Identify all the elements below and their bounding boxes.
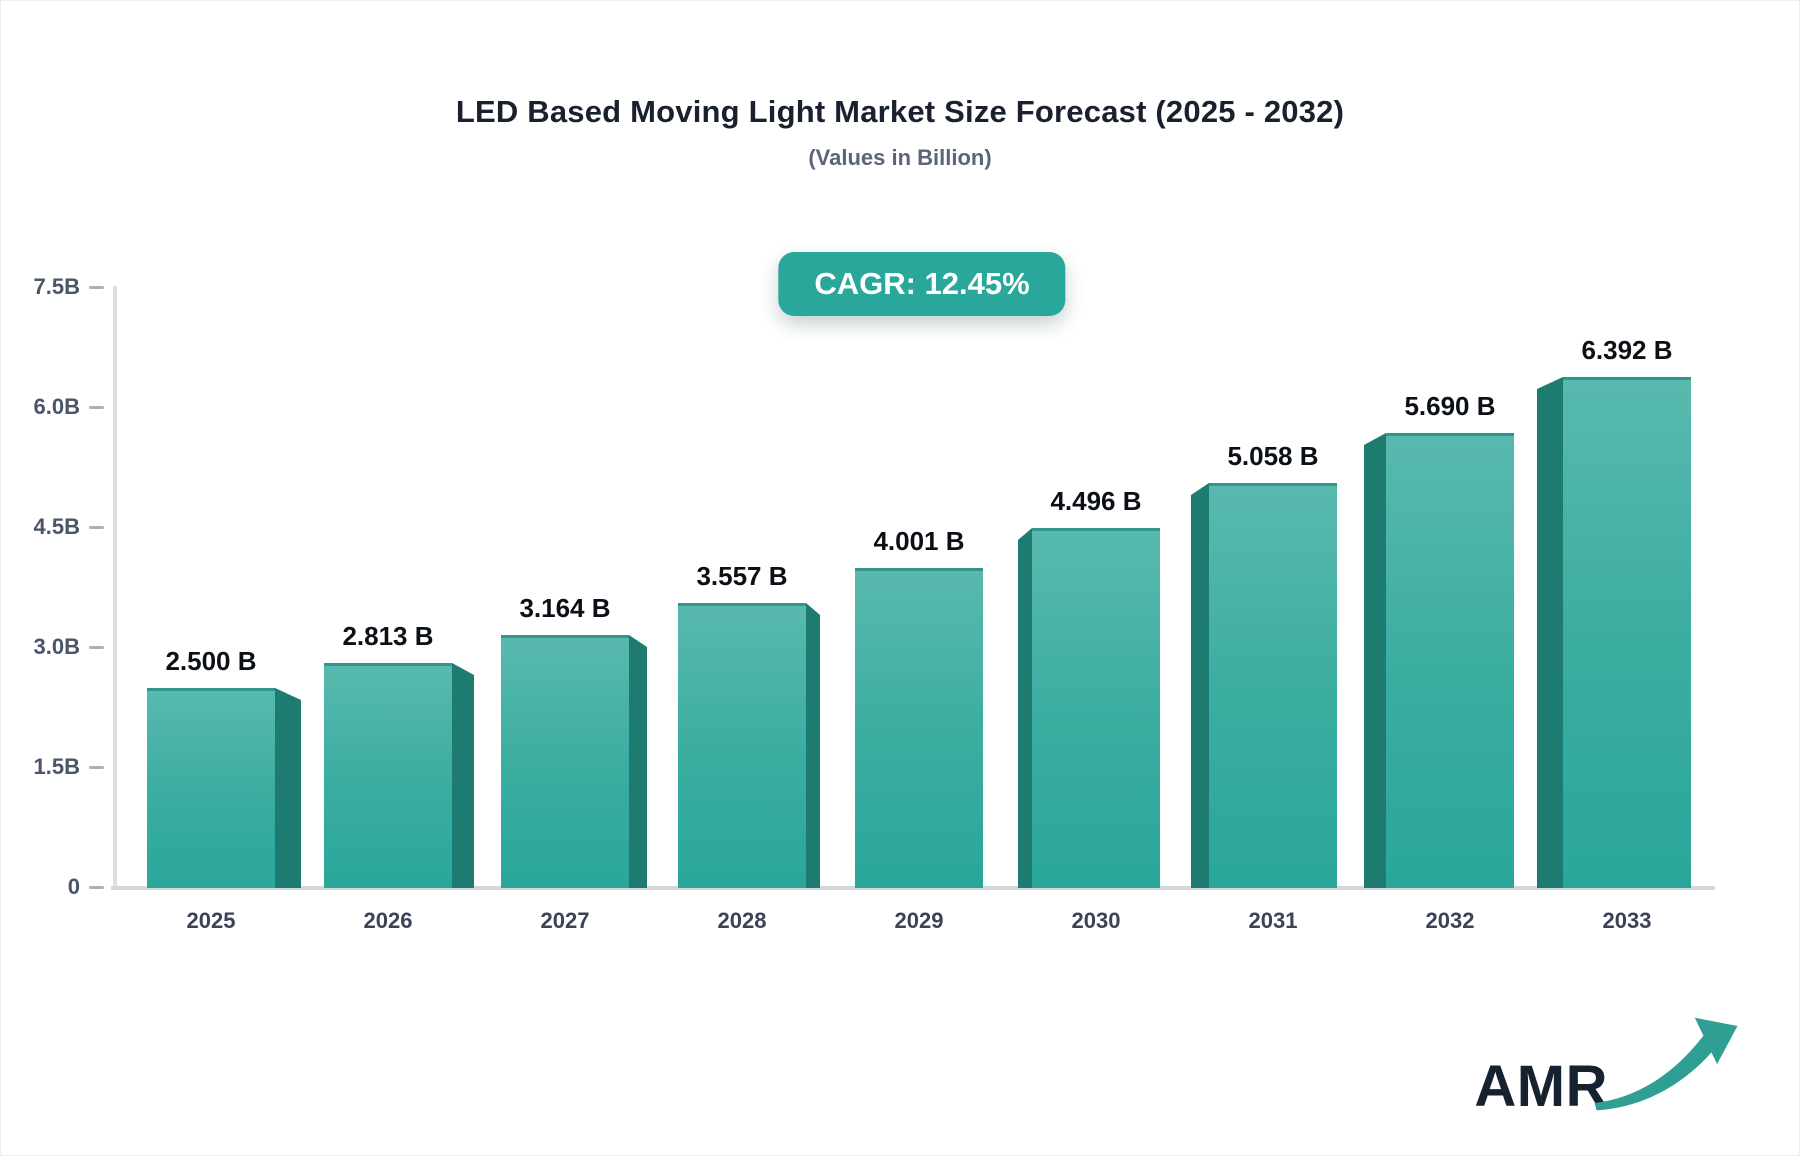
y-axis-tick-label: 6.0B	[33, 394, 80, 419]
y-axis-line	[113, 286, 117, 890]
y-axis-tick-mark	[89, 406, 104, 409]
x-axis-year-label: 2031	[1248, 908, 1298, 933]
y-axis-tick-label: 0	[67, 874, 80, 899]
bar	[678, 603, 806, 888]
page-subtitle: (Values in Billion)	[808, 145, 992, 170]
y-axis-tick-mark	[89, 286, 104, 289]
growth-arrow-icon	[1594, 1017, 1738, 1111]
x-axis-year-label: 2029	[894, 908, 944, 933]
bar-side-face	[629, 635, 647, 888]
bar-value-label: 2.500 B	[165, 646, 257, 676]
x-axis-year-label: 2032	[1425, 908, 1475, 933]
bar-value-label: 6.392 B	[1581, 335, 1673, 365]
bar	[1209, 483, 1337, 888]
y-axis-tick-label: 1.5B	[33, 754, 80, 779]
bar-side-face	[1364, 433, 1386, 888]
y-axis-tick-label: 7.5B	[33, 274, 80, 299]
amr-logo: AMR	[1474, 1014, 1742, 1116]
bar	[501, 635, 629, 888]
y-axis-tick-mark	[89, 526, 104, 529]
y-axis-tick-mark	[89, 886, 104, 889]
bar	[324, 663, 452, 888]
bar-side-face	[452, 663, 474, 888]
bar-value-label: 3.164 B	[519, 593, 611, 623]
x-axis-line	[111, 886, 1715, 890]
page-title: LED Based Moving Light Market Size Forec…	[455, 94, 1345, 129]
bar-side-face	[1191, 483, 1209, 888]
y-axis-tick-label: 4.5B	[33, 514, 80, 539]
bar-side-face	[806, 603, 820, 888]
bar-side-face	[1537, 377, 1563, 888]
bar	[147, 688, 275, 888]
bar	[855, 568, 983, 888]
x-axis-year-label: 2027	[540, 908, 590, 933]
bar-side-face	[1018, 528, 1032, 888]
bar-value-label: 4.496 B	[1050, 486, 1142, 516]
bar-value-label: 3.557 B	[696, 561, 788, 591]
x-axis-year-label: 2033	[1602, 908, 1652, 933]
bar	[1386, 433, 1514, 888]
amr-logo-text: AMR	[1474, 1054, 1608, 1119]
bar-value-label: 4.001 B	[873, 526, 965, 556]
bar	[1032, 528, 1160, 888]
bar-value-label: 2.813 B	[342, 621, 434, 651]
x-axis-year-label: 2030	[1071, 908, 1121, 933]
bar-side-face	[275, 688, 301, 888]
bar-value-label: 5.058 B	[1227, 441, 1319, 471]
x-axis-year-label: 2025	[186, 908, 236, 933]
bar	[1563, 377, 1691, 888]
chart-header: LED Based Moving Light Market Size Forec…	[90, 0, 1710, 171]
bar-value-label: 5.690 B	[1404, 391, 1496, 421]
cagr-badge: CAGR: 12.45%	[778, 252, 1066, 316]
x-axis-year-label: 2028	[717, 908, 767, 933]
y-axis-tick-mark	[89, 646, 104, 649]
y-axis-tick-label: 3.0B	[33, 634, 80, 659]
x-axis-year-label: 2026	[363, 908, 413, 933]
y-axis-tick-mark	[89, 766, 104, 769]
